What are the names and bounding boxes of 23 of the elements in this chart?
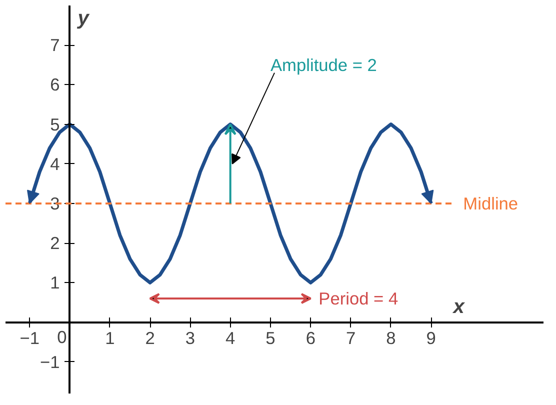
annotation: Period = 4 — [318, 288, 398, 308]
x-tick-label: 2 — [145, 328, 155, 348]
x-tick-label: 5 — [266, 328, 276, 348]
x-tick-label: 8 — [386, 328, 396, 348]
annotation: Amplitude = 2 — [270, 54, 377, 75]
x-tick-label: 4 — [226, 328, 236, 348]
y-axis-title: y — [76, 8, 90, 30]
ref-line-label: Midline — [463, 193, 518, 214]
y-tick-label: 5 — [50, 114, 60, 134]
x-tick-label: 6 — [306, 328, 316, 348]
x-tick-label: 3 — [185, 328, 196, 348]
x-axis-title: x — [452, 296, 466, 318]
x-tick-label: 1 — [105, 328, 115, 348]
y-tick-label: 1 — [50, 272, 60, 293]
y-tick-label: 6 — [50, 74, 60, 95]
x-tick-label: 9 — [426, 328, 436, 348]
y-tick-label: −1 — [40, 352, 60, 372]
x-tick-label: 7 — [346, 328, 356, 348]
y-tick-label: 7 — [50, 35, 60, 56]
x-tick-label: 0 — [57, 327, 67, 348]
y-tick-label: 4 — [50, 154, 60, 174]
x-tick-label: −1 — [20, 328, 40, 348]
y-tick-label: 2 — [50, 233, 60, 254]
